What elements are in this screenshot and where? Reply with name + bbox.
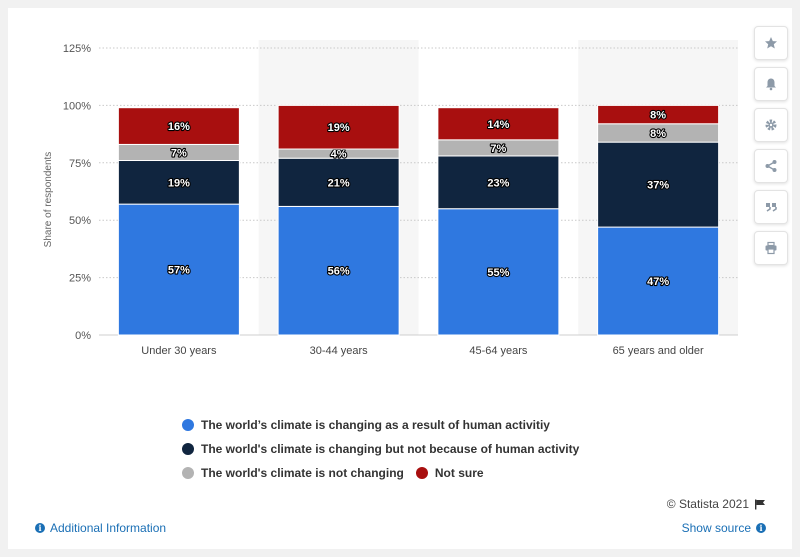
share-icon [765, 160, 777, 172]
legend-label-not-changing: The world's climate is not changing [201, 466, 404, 480]
legend-marker-human-activity [182, 419, 194, 431]
legend-marker-not-sure [415, 467, 428, 479]
data-label: 7% [171, 147, 187, 159]
print-icon [765, 241, 777, 255]
data-label: 57% [168, 265, 190, 277]
data-label: 56% [328, 266, 350, 278]
data-label: 55% [487, 267, 509, 279]
favorite-button[interactable] [754, 26, 788, 60]
data-label: 16% [168, 121, 190, 133]
flag-icon [755, 499, 765, 509]
y-tick-label: 25% [69, 273, 91, 285]
x-tick-label: 45-64 years [469, 345, 528, 357]
print-button[interactable] [754, 231, 788, 265]
share-button[interactable] [754, 149, 788, 183]
legend-label-human-activity: The world’s climate is changing as a res… [201, 418, 550, 432]
legend-item-not-changing[interactable]: The world's climate is not changing [182, 466, 404, 480]
x-tick-label: Under 30 years [141, 345, 217, 357]
bar-segment [597, 141, 720, 228]
bar-segment [437, 107, 560, 141]
y-tick-label: 50% [69, 215, 91, 227]
show-source-link[interactable]: Show source i [682, 521, 766, 535]
bar-segment [277, 205, 400, 336]
legend-label-not-sure: Not sure [434, 466, 484, 480]
bar-segment [117, 107, 240, 145]
x-tick-label: 30-44 years [310, 345, 369, 357]
data-label: 7% [490, 143, 506, 155]
y-tick-label: 100% [63, 100, 91, 112]
x-tick-label: 65 years and older [613, 345, 704, 357]
bar-segment [117, 160, 240, 205]
data-label: 23% [487, 177, 509, 189]
notification-button[interactable] [754, 67, 788, 101]
data-label: 14% [487, 119, 509, 131]
data-label: 19% [328, 122, 350, 134]
legend-marker-not-changing [182, 467, 194, 479]
star-icon [765, 37, 777, 49]
show-source-label: Show source [681, 521, 751, 535]
data-label: 8% [650, 110, 666, 122]
cite-button[interactable] [754, 190, 788, 224]
legend-item-not-sure[interactable]: Not sure [415, 466, 484, 480]
toolbar [754, 26, 788, 272]
quote-icon [766, 203, 777, 212]
y-tick-label: 0% [75, 330, 91, 342]
gear-icon [765, 119, 777, 131]
data-label: 21% [328, 177, 350, 189]
legend-item-human-activity[interactable]: The world’s climate is changing as a res… [182, 418, 550, 432]
legend-marker-not-human-activity [182, 443, 194, 455]
bar-segment [277, 104, 400, 150]
additional-information-label: Additional Information [50, 521, 167, 535]
legend-label-not-human-activity: The world's climate is changing but not … [201, 442, 580, 456]
info-icon: i [35, 523, 45, 533]
bar-segment [437, 155, 560, 210]
chart-card: 0% 25% 50% 75% 100% 125% Share of respondents 5… [8, 8, 792, 549]
bar-segment [277, 157, 400, 207]
bell-icon [766, 78, 776, 91]
bar-segment [597, 104, 720, 125]
data-label: 37% [647, 180, 669, 192]
statista-credit[interactable]: © Statista 2021 [667, 497, 766, 511]
y-axis-title: Share of respondents [43, 152, 54, 248]
data-label: 4% [331, 149, 347, 161]
y-tick-label: 75% [69, 158, 91, 170]
data-label: 8% [650, 128, 666, 140]
legend-item-not-human-activity[interactable]: The world's climate is changing but not … [182, 442, 579, 456]
settings-button[interactable] [754, 108, 788, 142]
chart-legend: The world’s climate is changing as a res… [182, 413, 591, 485]
credit-text: © Statista 2021 [666, 497, 749, 511]
bar-segment [437, 208, 560, 336]
info-icon: i [756, 523, 766, 533]
y-tick-label: 125% [63, 43, 91, 55]
data-label: 47% [647, 276, 669, 288]
data-label: 19% [168, 177, 190, 189]
bar-segment [597, 226, 720, 336]
additional-information-link[interactable]: i Additional Information [35, 521, 166, 535]
stacked-bar-chart: 0% 25% 50% 75% 100% 125% Share of respondents 5… [43, 40, 738, 357]
